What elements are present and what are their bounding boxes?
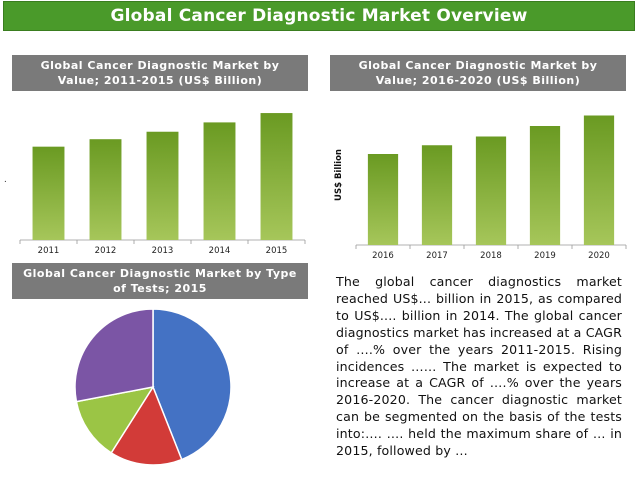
pie-slice-3 <box>75 385 155 454</box>
page-banner-title: Global Cancer Diagnostic Market Overview <box>3 1 635 31</box>
chart2-bar-2019 <box>529 126 561 245</box>
chart1-tick-label-2012: 2012 <box>95 246 117 256</box>
chart1-side-mark: . <box>4 175 7 185</box>
market-description: The global cancer diagnostics market rea… <box>336 274 622 459</box>
chart2-y-axis-label: US$ Billion <box>334 149 344 201</box>
chart2-tick-label-2020: 2020 <box>588 251 610 261</box>
pie-slice-2 <box>110 385 183 466</box>
chart2-title: Global Cancer Diagnostic Market by Value… <box>330 55 626 91</box>
pie-chart-title: Global Cancer Diagnostic Market by Type … <box>12 263 308 299</box>
chart1-bar-2012 <box>89 139 122 240</box>
chart1-tick-label-2014: 2014 <box>209 246 231 256</box>
chart2-bar-2017 <box>421 145 453 245</box>
chart1-tick-label-2011: 2011 <box>38 246 60 256</box>
chart1-tick-label-2013: 2013 <box>152 246 174 256</box>
chart1-bar-2011 <box>32 146 65 240</box>
chart2-tick-label-2016: 2016 <box>372 251 394 261</box>
chart1-bar-2015 <box>260 113 293 240</box>
chart1-bar-2013 <box>146 131 179 240</box>
chart2-tick-label-2019: 2019 <box>534 251 556 261</box>
chart2-bar-2018 <box>475 136 507 245</box>
chart2-tick-label-2017: 2017 <box>426 251 448 261</box>
chart2-bar-2016 <box>367 154 399 245</box>
chart1-title: Global Cancer Diagnostic Market by Value… <box>12 55 308 91</box>
pie-slice-4 <box>74 308 154 403</box>
pie-chart-test-types <box>74 308 232 466</box>
bar-chart-2011-2015: 2011 2012 2013 2014 2015. <box>4 113 306 256</box>
bar-chart-2016-2020: 2016 2017 2018 2019 2020 US$ Billion <box>334 115 627 261</box>
chart2-tick-label-2018: 2018 <box>480 251 502 261</box>
chart1-bar-2014 <box>203 122 236 240</box>
chart1-tick-label-2015: 2015 <box>266 246 288 256</box>
pie-slice-1 <box>152 308 232 461</box>
chart2-bar-2020 <box>583 115 615 245</box>
